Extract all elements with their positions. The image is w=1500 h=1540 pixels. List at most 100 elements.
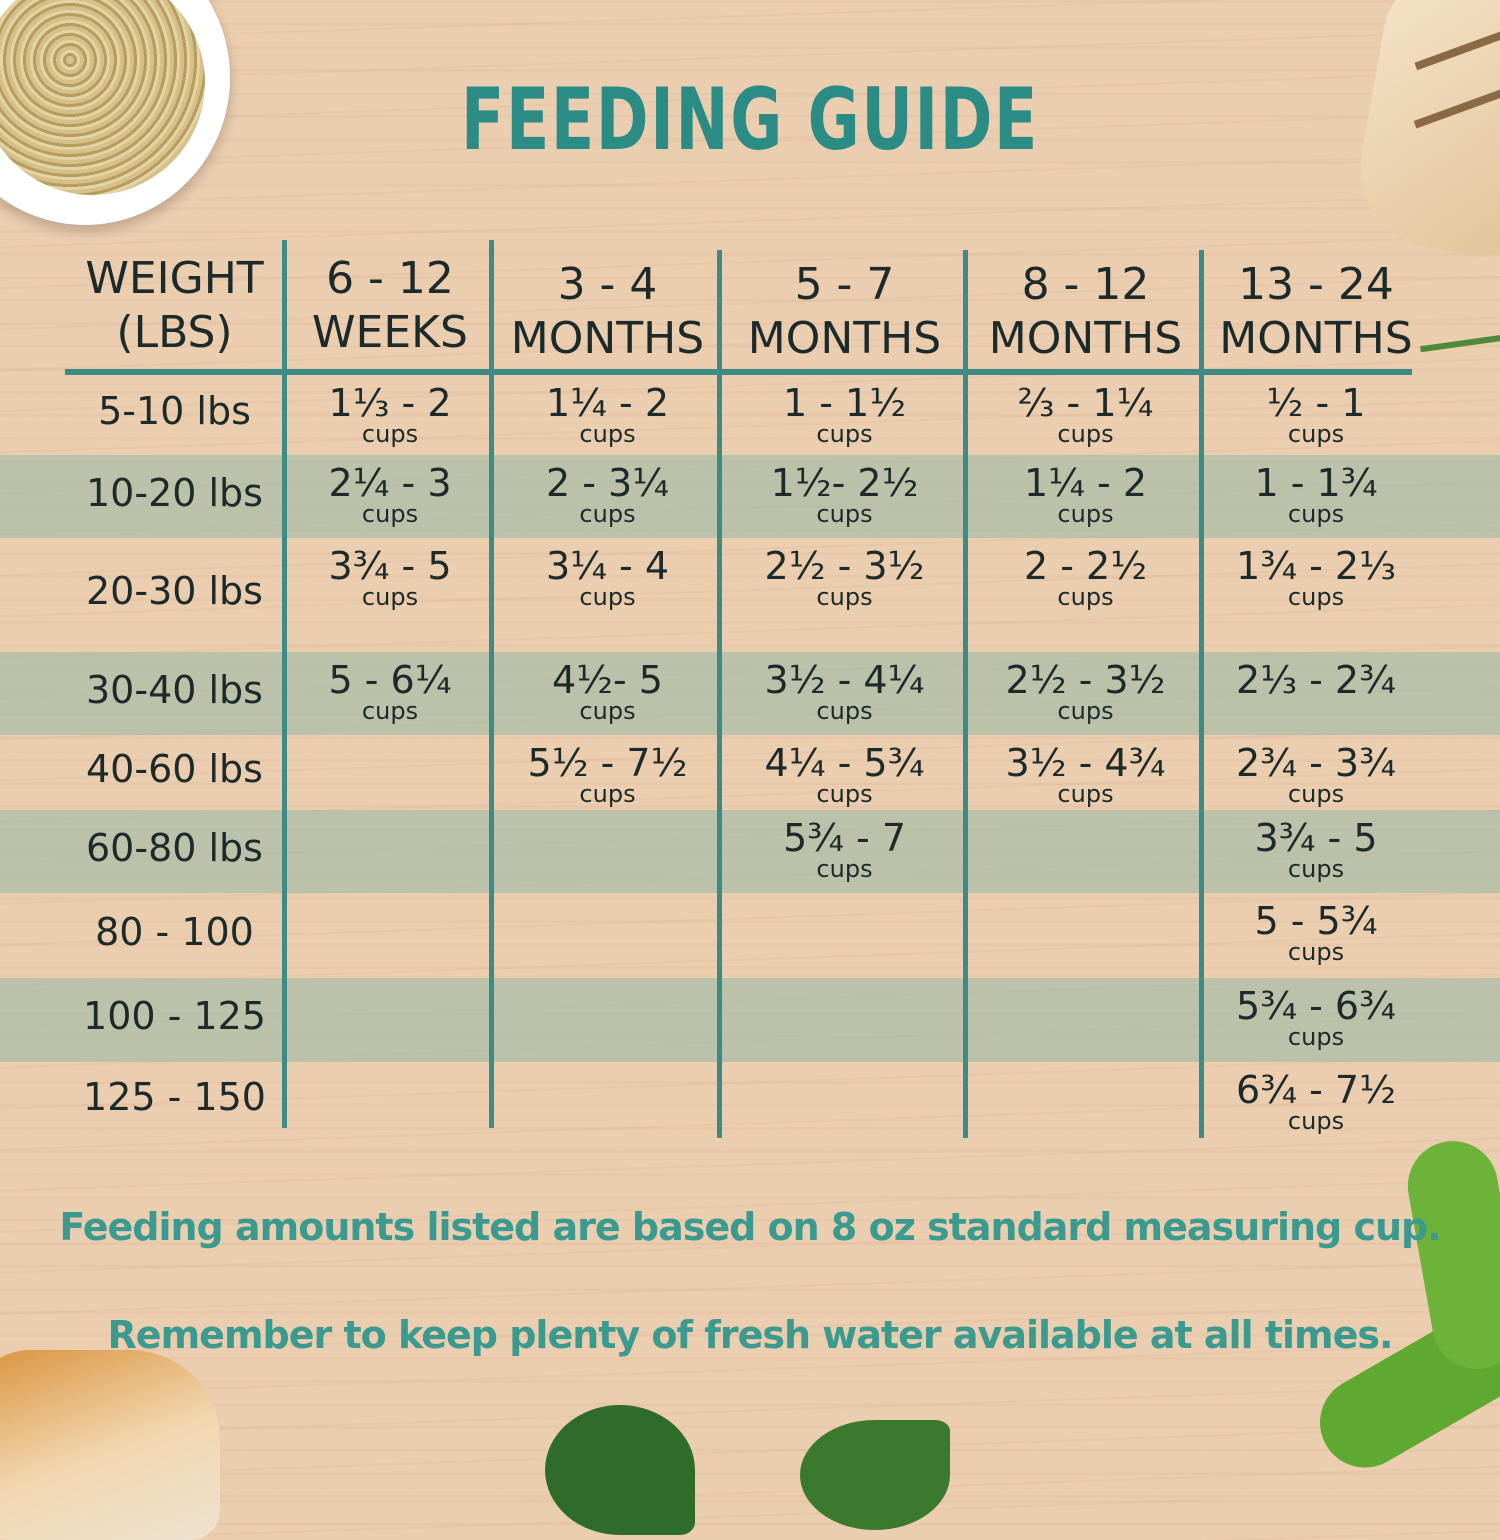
- unit: cups: [816, 583, 873, 611]
- amount: 5¾ - 6¾: [1236, 984, 1396, 1028]
- unit: cups: [579, 583, 636, 611]
- header-line1: 8 - 12: [1021, 259, 1150, 310]
- header-divider: [65, 369, 1412, 375]
- column-divider: [1199, 250, 1204, 1138]
- header-line1: 5 - 7: [794, 259, 895, 310]
- feeding-amount-cell: 3¾ - 5 cups: [289, 544, 491, 611]
- amount: 3½ - 4¾: [1005, 741, 1166, 785]
- row-band: [0, 652, 1500, 735]
- unit: cups: [361, 583, 419, 611]
- amount: 2¼ - 3: [328, 461, 452, 505]
- header-line1: 6 - 12: [326, 253, 454, 304]
- unit: cups: [579, 500, 636, 528]
- feeding-amount-cell: 5½ - 7½ cups: [496, 743, 719, 808]
- unit: cups: [1287, 1107, 1345, 1135]
- header-line2: (LBS): [116, 307, 233, 358]
- column-header: 5 - 7 MONTHS: [724, 258, 965, 366]
- amount: 5¾ - 7: [782, 816, 907, 860]
- header-line1: 3 - 4: [557, 259, 658, 310]
- chicken-image: [0, 1350, 220, 1540]
- amount: 1¼ - 2: [545, 381, 670, 425]
- column-header: 6 - 12 WEEKS: [289, 252, 491, 360]
- amount: 2½ - 3½: [764, 544, 925, 588]
- weight-label: 20-30 lbs: [86, 569, 263, 613]
- feeding-amount-cell: 1 - 1¾ cups: [1206, 461, 1426, 526]
- unit: cups: [816, 780, 873, 808]
- unit: cups: [816, 420, 873, 448]
- unit: cups: [816, 500, 873, 528]
- column-divider: [282, 240, 287, 1128]
- unit: cups: [579, 697, 636, 725]
- weight-label: 5-10 lbs: [98, 389, 251, 433]
- column-divider: [963, 250, 968, 1138]
- unit: cups: [361, 500, 419, 528]
- weight-label: 125 - 150: [83, 1075, 266, 1119]
- feeding-amount-cell: 3¼ - 4 cups: [496, 544, 719, 611]
- feeding-amount-cell: ½ - 1 cups: [1206, 381, 1426, 446]
- measuring-cup-note: Feeding amounts listed are based on 8 oz…: [59, 1205, 1441, 1249]
- row-band: [0, 978, 1500, 1062]
- herb-sprig-image: [1420, 333, 1500, 353]
- feeding-amount-cell: 2⅓ - 2¾: [1206, 660, 1426, 700]
- amount: 3¼ - 4: [545, 544, 670, 588]
- unit: cups: [816, 855, 873, 883]
- column-divider: [489, 240, 494, 1128]
- unit: cups: [1287, 1023, 1345, 1051]
- header-line1: WEIGHT: [85, 253, 264, 304]
- unit: cups: [1057, 420, 1114, 448]
- spinach-leaf-image: [545, 1405, 695, 1535]
- unit: cups: [1057, 697, 1114, 725]
- feeding-amount-cell: 1½- 2½ cups: [724, 461, 965, 528]
- feeding-amount-cell: 4½- 5 cups: [496, 658, 719, 725]
- feeding-amount-cell: 2 - 2½ cups: [970, 544, 1201, 611]
- weight-label: 100 - 125: [83, 994, 266, 1038]
- weight-label: 80 - 100: [95, 909, 254, 954]
- amount: 4½- 5: [552, 658, 663, 702]
- feeding-amount-cell: 4¼ - 5¾ cups: [724, 743, 965, 808]
- row-band: [0, 455, 1500, 538]
- unit: cups: [579, 780, 636, 808]
- amount: 3¾ - 5: [328, 544, 452, 588]
- column-header: 8 - 12 MONTHS: [970, 258, 1201, 366]
- unit: cups: [1057, 583, 1114, 611]
- feeding-amount-cell: 1 - 1½ cups: [724, 383, 965, 448]
- amount: 5 - 6¼: [328, 658, 452, 702]
- header-line2: MONTHS: [988, 313, 1183, 364]
- feeding-amount-cell: 2¼ - 3 cups: [289, 461, 491, 528]
- unit: cups: [1287, 780, 1345, 808]
- weight-label: 60-80 lbs: [86, 825, 263, 870]
- unit: cups: [361, 420, 419, 448]
- feeding-amount-cell: 3½ - 4¾ cups: [970, 741, 1201, 808]
- unit: cups: [1287, 583, 1345, 611]
- amount: 6¾ - 7½: [1236, 1068, 1396, 1112]
- column-header: 3 - 4 MONTHS: [496, 258, 719, 366]
- amount: 1¾ - 2⅓: [1236, 544, 1396, 588]
- weight-label: 10-20 lbs: [86, 470, 263, 515]
- header-line2: MONTHS: [510, 313, 705, 364]
- feeding-amount-cell: 1⅓ - 2 cups: [289, 383, 491, 448]
- unit: cups: [579, 420, 636, 448]
- feeding-amount-cell: ⅔ - 1¼ cups: [970, 381, 1201, 448]
- header-line1: 13 - 24: [1238, 259, 1394, 310]
- feeding-amount-cell: 6¾ - 7½ cups: [1206, 1068, 1426, 1135]
- feeding-amount-cell: 5¾ - 7 cups: [724, 816, 965, 883]
- amount: 1 - 1¾: [1254, 461, 1378, 505]
- amount: ½ - 1: [1266, 381, 1366, 425]
- unit: cups: [1287, 938, 1345, 966]
- unit: cups: [816, 697, 873, 725]
- column-header: WEIGHT (LBS): [65, 252, 284, 360]
- amount: 2 - 2½: [1023, 544, 1148, 588]
- amount: 1½- 2½: [770, 461, 919, 505]
- header-line2: MONTHS: [1219, 313, 1413, 364]
- row-band: [0, 810, 1500, 893]
- amount: 2½ - 3½: [1005, 658, 1166, 702]
- amount: ⅔ - 1¼: [1017, 381, 1154, 425]
- feeding-amount-cell: 1¼ - 2 cups: [970, 463, 1201, 526]
- feeding-amount-cell: 5 - 5¾ cups: [1206, 901, 1426, 966]
- feeding-amount-cell: 3¾ - 5 cups: [1206, 818, 1426, 881]
- rice-bowl-image: [0, 0, 230, 225]
- amount: 2¾ - 3¾: [1236, 741, 1396, 785]
- header-line2: WEEKS: [312, 307, 468, 358]
- feeding-amount-cell: 2¾ - 3¾ cups: [1206, 741, 1426, 808]
- unit: cups: [1057, 780, 1114, 808]
